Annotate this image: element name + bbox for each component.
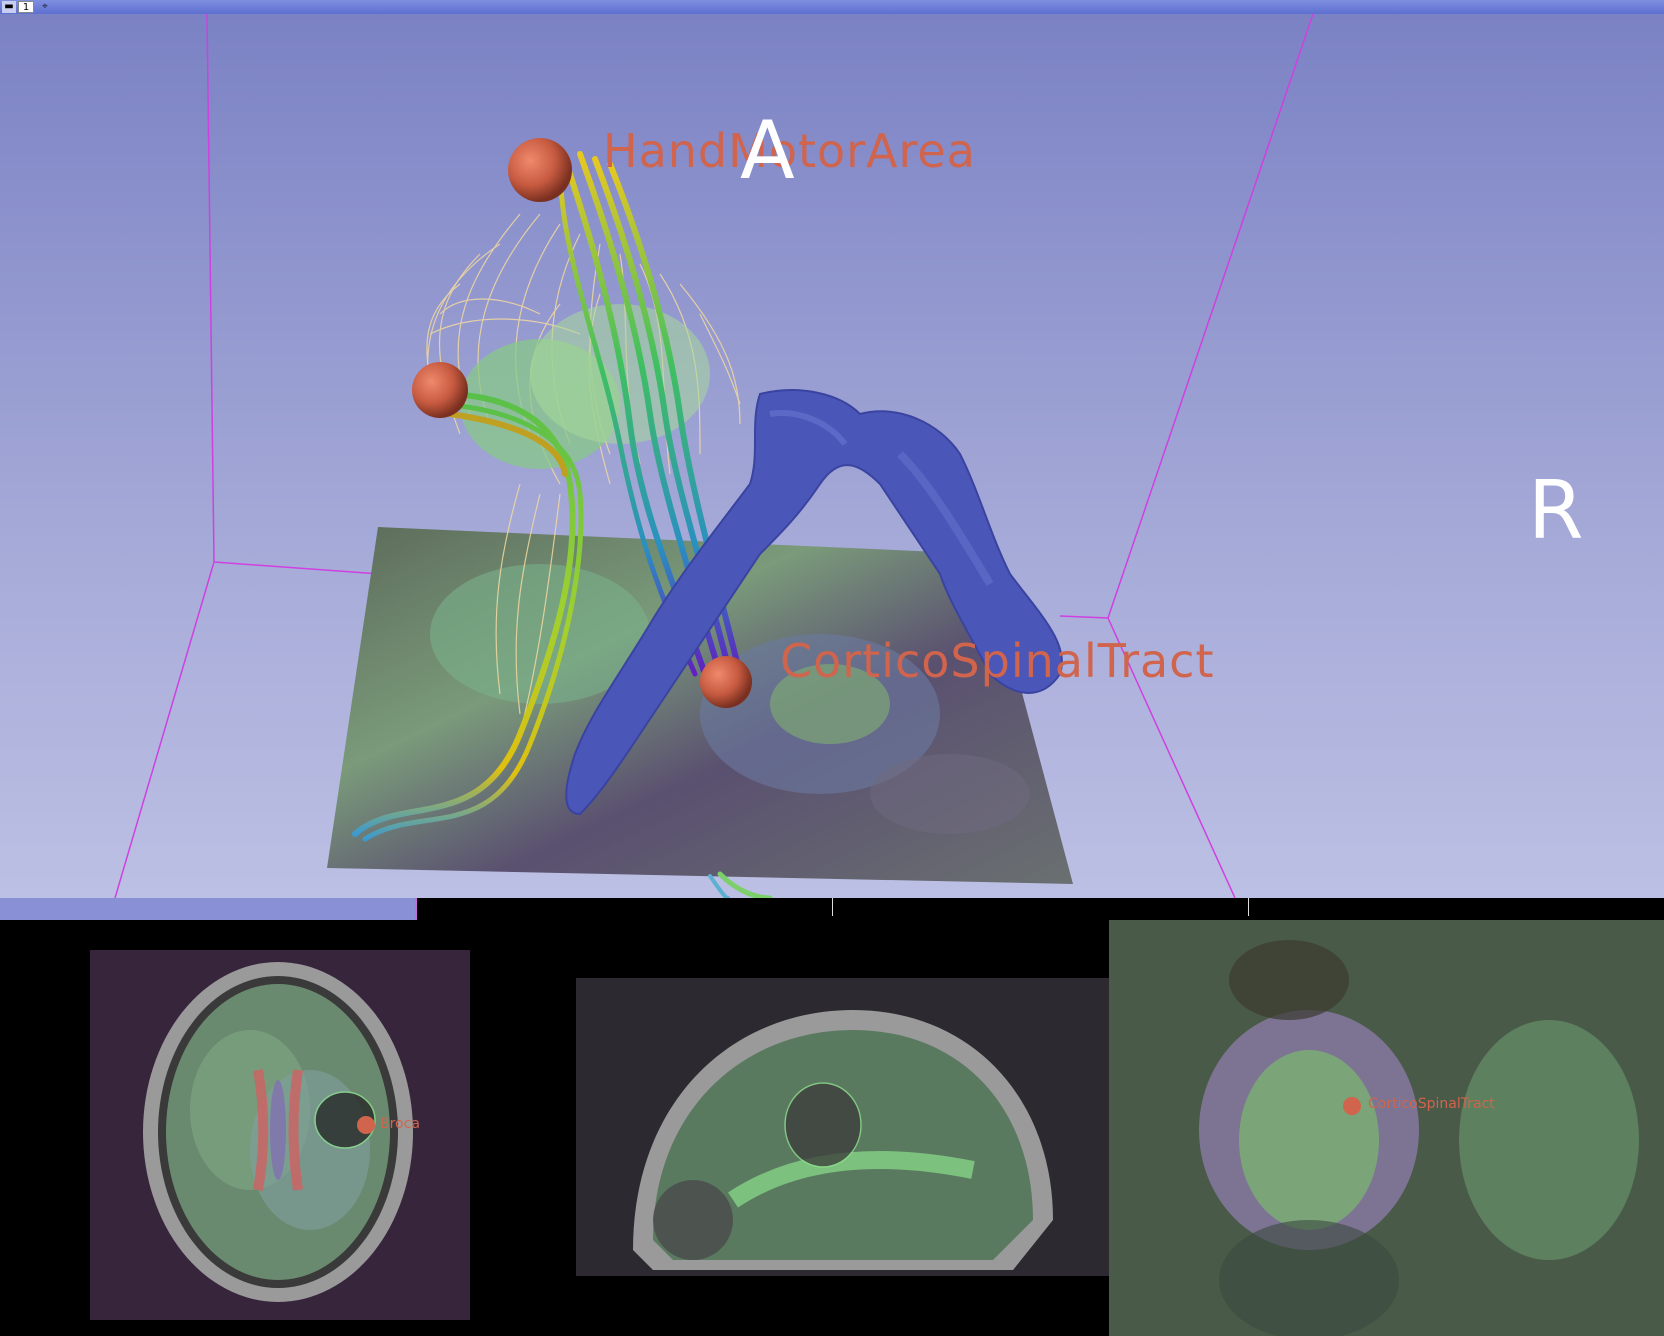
layout-number-button[interactable]: 1 — [18, 1, 34, 13]
fiducial-corticospinal-3d[interactable] — [700, 656, 752, 708]
active-view-tab[interactable] — [0, 898, 417, 920]
orientation-marker-anterior: A — [740, 104, 795, 197]
fiducial-corticospinal-slice[interactable] — [1343, 1097, 1361, 1115]
sagittal-slice-image — [576, 978, 1109, 1276]
slice-view-tabstrip — [0, 898, 1664, 920]
fiducial-broca-slice[interactable] — [357, 1116, 375, 1134]
fiducial-hand-motor-area[interactable] — [508, 138, 572, 202]
bounding-box — [114, 14, 1314, 898]
fiducial-label-corticospinal-slice: CorticoSpinalTract — [1368, 1096, 1495, 1112]
crosshair-link-icon[interactable]: ⌖ — [42, 1, 48, 12]
view-controller-bar: ▬ 1 ⌖ — [0, 0, 1664, 14]
view-divider — [832, 898, 833, 916]
fiducial-label-broca: Broca — [380, 1116, 420, 1132]
fiducial-broca-3d[interactable] — [412, 362, 468, 418]
yellow-slice-view[interactable] — [553, 920, 1109, 1336]
3d-view[interactable]: HandMotorArea CorticoSpinalTract A R — [0, 14, 1664, 898]
red-slice-view[interactable]: Broca — [0, 920, 553, 1336]
view-divider — [1248, 898, 1249, 916]
fiducial-label-hand-motor-area: HandMotorArea — [603, 124, 976, 178]
3d-scene — [114, 14, 1314, 898]
pin-icon[interactable]: ▬ — [2, 1, 16, 13]
coronal-slice-image — [1109, 920, 1664, 1336]
green-slice-view[interactable]: CorticoSpinalTract — [1109, 920, 1664, 1336]
axial-slice-image — [90, 950, 470, 1320]
orientation-marker-right: R — [1528, 464, 1584, 557]
fiducial-label-corticospinal-tract: CorticoSpinalTract — [780, 634, 1215, 688]
